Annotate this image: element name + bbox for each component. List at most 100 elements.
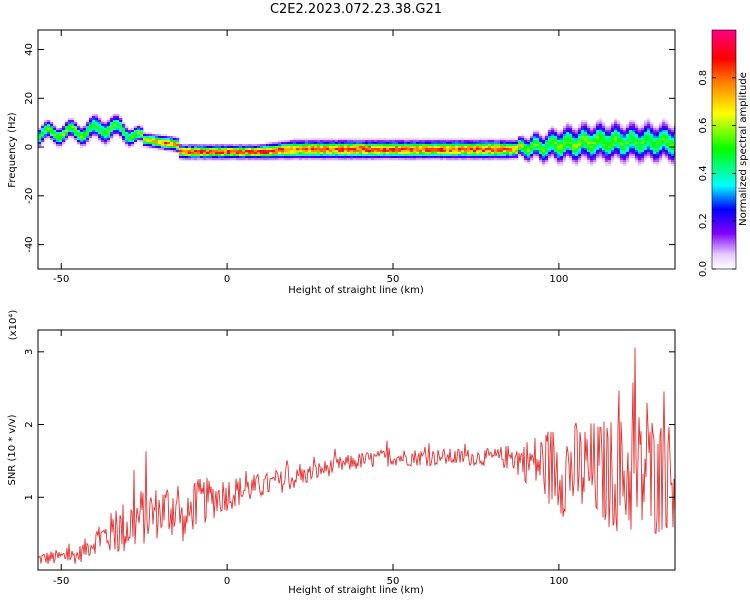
- heatmap-cell: [281, 150, 285, 153]
- heatmap-cell: [83, 130, 87, 133]
- heatmap-cell: [191, 144, 195, 147]
- heatmap-cell: [143, 134, 147, 137]
- heatmap-cell: [239, 144, 243, 147]
- heatmap-cell: [551, 156, 555, 159]
- heatmap-cell: [107, 120, 111, 123]
- heatmap-cell: [371, 152, 375, 155]
- heatmap-cell: [653, 158, 657, 161]
- heatmap-cell: [566, 134, 570, 137]
- heatmap-cell: [581, 124, 585, 127]
- heatmap-cell: [569, 130, 573, 133]
- heatmap-cell: [557, 148, 561, 151]
- heatmap-cell: [176, 146, 180, 149]
- heatmap-cell: [554, 148, 558, 151]
- heatmap-cell: [533, 146, 537, 149]
- heatmap-cell: [494, 152, 498, 155]
- heatmap-cell: [551, 138, 555, 141]
- y-tick-label: 40: [24, 43, 35, 56]
- heatmap-cell: [470, 158, 474, 161]
- heatmap-cell: [566, 146, 570, 149]
- heatmap-cell: [614, 118, 618, 121]
- heatmap-cell: [602, 140, 606, 143]
- heatmap-cell: [557, 156, 561, 159]
- heatmap-cell: [665, 152, 669, 155]
- heatmap-cell: [563, 130, 567, 133]
- heatmap-cell: [263, 158, 267, 161]
- heatmap-cell: [602, 130, 606, 133]
- heatmap-cell: [116, 128, 120, 131]
- heatmap-cell: [470, 142, 474, 145]
- heatmap-cell: [275, 146, 279, 149]
- heatmap-cell: [575, 128, 579, 131]
- heatmap-cell: [356, 144, 360, 147]
- heatmap-cell: [620, 144, 624, 147]
- chart-title: C2E2.2023.072.23.38.G21: [270, 2, 442, 17]
- heatmap-cell: [317, 144, 321, 147]
- heatmap-cell: [347, 150, 351, 153]
- heatmap-cell: [347, 144, 351, 147]
- heatmap-cell: [500, 144, 504, 147]
- heatmap-cell: [605, 130, 609, 133]
- heatmap-cell: [56, 132, 60, 135]
- heatmap-cell: [605, 146, 609, 149]
- heatmap-cell: [317, 150, 321, 153]
- heatmap-cell: [230, 154, 234, 157]
- heatmap-cell: [530, 136, 534, 139]
- heatmap-cell: [209, 154, 213, 157]
- heatmap-cell: [611, 158, 615, 161]
- heatmap-cell: [590, 138, 594, 141]
- heatmap-cell: [629, 148, 633, 151]
- heatmap-cell: [641, 136, 645, 139]
- heatmap-cell: [512, 138, 516, 141]
- heatmap-cell: [392, 156, 396, 159]
- heatmap-cell: [230, 148, 234, 151]
- heatmap-cell: [65, 124, 69, 127]
- heatmap-cell: [185, 158, 189, 161]
- heatmap-cell: [86, 126, 90, 129]
- heatmap-cell: [431, 148, 435, 151]
- heatmap-cell: [644, 122, 648, 125]
- heatmap-cell: [164, 144, 168, 147]
- heatmap-cell: [365, 144, 369, 147]
- heatmap-cell: [257, 144, 261, 147]
- heatmap-cell: [548, 146, 552, 149]
- heatmap-cell: [602, 136, 606, 139]
- heatmap-cell: [377, 150, 381, 153]
- heatmap-cell: [542, 150, 546, 153]
- heatmap-cell: [476, 138, 480, 141]
- heatmap-cell: [524, 146, 528, 149]
- heatmap-cell: [566, 138, 570, 141]
- heatmap-cell: [143, 132, 147, 135]
- heatmap-cell: [494, 150, 498, 153]
- heatmap-cell: [164, 140, 168, 143]
- heatmap-cell: [77, 128, 81, 131]
- heatmap-cell: [611, 142, 615, 145]
- heatmap-cell: [584, 154, 588, 157]
- heatmap-cell: [419, 146, 423, 149]
- heatmap-cell: [572, 138, 576, 141]
- heatmap-cell: [209, 146, 213, 149]
- heatmap-cell: [404, 144, 408, 147]
- heatmap-cell: [479, 158, 483, 161]
- heatmap-cell: [563, 158, 567, 161]
- heatmap-cell: [275, 152, 279, 155]
- heatmap-cell: [254, 144, 258, 147]
- heatmap-cell: [545, 148, 549, 151]
- heatmap-cell: [77, 134, 81, 137]
- heatmap-cell: [356, 158, 360, 161]
- heatmap-cell: [632, 154, 636, 157]
- heatmap-cell: [668, 162, 672, 165]
- heatmap-cell: [590, 158, 594, 161]
- heatmap-cell: [437, 140, 441, 143]
- heatmap-cell: [650, 148, 654, 151]
- heatmap-cell: [545, 158, 549, 161]
- heatmap-cell: [173, 146, 177, 149]
- heatmap-cell: [611, 146, 615, 149]
- heatmap-cell: [509, 140, 513, 143]
- heatmap-cell: [494, 142, 498, 145]
- colorbar-ticks: 0.00.20.40.60.8: [698, 70, 736, 277]
- heatmap-cell: [119, 126, 123, 129]
- heatmap-cell: [479, 152, 483, 155]
- heatmap-cell: [602, 152, 606, 155]
- heatmap-cell: [416, 150, 420, 153]
